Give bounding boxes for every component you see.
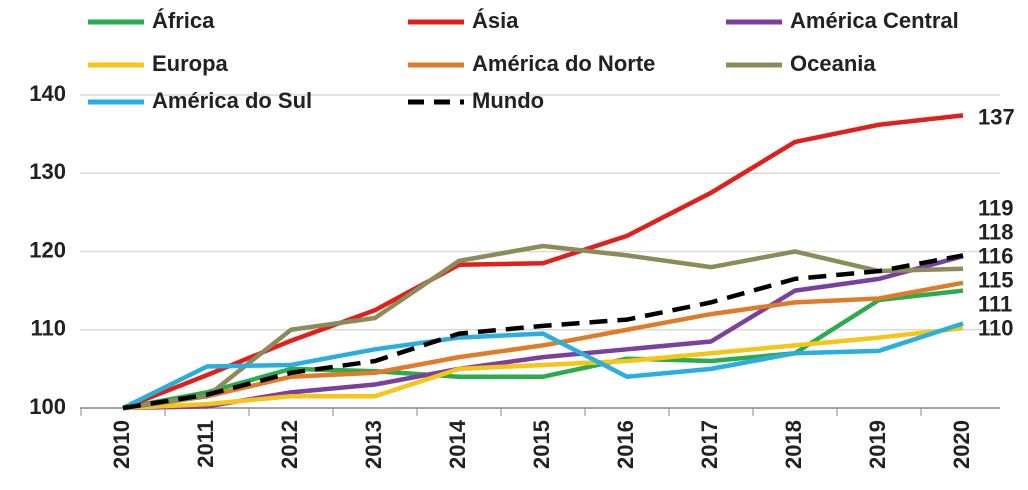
x-tick-label: 2018 <box>781 420 806 469</box>
end-label: 110 <box>978 316 1014 341</box>
legend-label: Europa <box>152 51 229 76</box>
y-tick-label: 120 <box>29 237 66 262</box>
x-tick-label: 2010 <box>109 420 134 469</box>
y-tick-label: 100 <box>29 394 66 419</box>
legend-label: Oceania <box>790 51 876 76</box>
x-tick-label: 2011 <box>193 420 218 468</box>
end-label: 115 <box>978 268 1014 293</box>
x-tick-label: 2019 <box>865 420 890 469</box>
end-label: 111 <box>978 292 1012 317</box>
end-label: 119 <box>978 196 1014 221</box>
legend-label: América do Sul <box>152 88 312 113</box>
series-line <box>122 321 964 411</box>
x-tick-label: 2012 <box>277 420 302 469</box>
legend-label: América Central <box>790 8 959 33</box>
end-label: 118 <box>978 220 1014 245</box>
x-tick-label: 2014 <box>445 419 470 469</box>
legend-label: África <box>152 8 215 33</box>
series-line <box>122 325 964 411</box>
x-tick-label: 2016 <box>613 420 638 469</box>
y-tick-label: 110 <box>31 316 67 341</box>
series-line <box>122 253 964 411</box>
y-tick-label: 140 <box>29 81 66 106</box>
x-tick-label: 2015 <box>529 420 554 469</box>
legend-label: Mundo <box>472 88 544 113</box>
x-tick-label: 2013 <box>361 420 386 469</box>
end-label: 116 <box>978 244 1014 269</box>
x-tick-label: 2020 <box>949 420 974 469</box>
legend-label: América do Norte <box>472 51 655 76</box>
series-line <box>122 280 964 411</box>
end-label: 137 <box>978 104 1015 129</box>
y-tick-label: 130 <box>29 159 66 184</box>
legend-label: Ásia <box>472 8 519 33</box>
x-tick-label: 2017 <box>697 420 722 469</box>
series-line <box>122 243 964 411</box>
series-line <box>122 288 964 411</box>
